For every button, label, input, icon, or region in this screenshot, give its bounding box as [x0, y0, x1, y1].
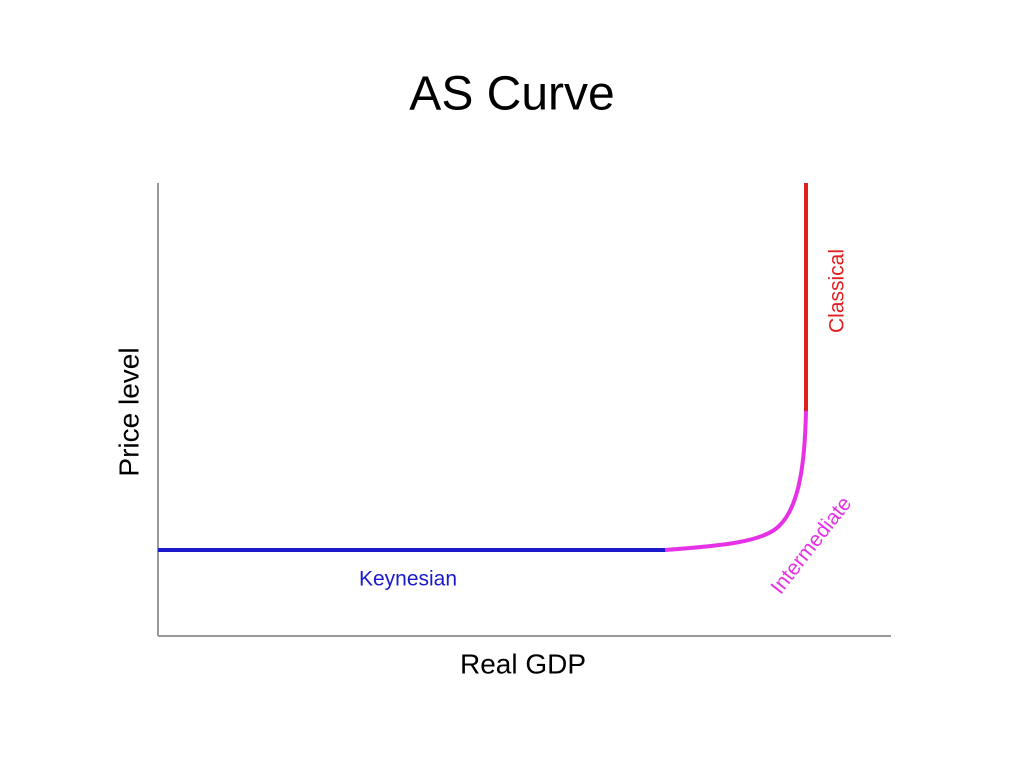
- y-axis-label: Price level: [113, 347, 144, 476]
- intermediate-segment: [664, 409, 808, 552]
- slide-title: AS Curve: [409, 68, 614, 121]
- classical-label: Classical: [826, 249, 849, 333]
- x-axis-label: Real GDP: [460, 648, 586, 679]
- keynesian-label: Keynesian: [359, 568, 457, 591]
